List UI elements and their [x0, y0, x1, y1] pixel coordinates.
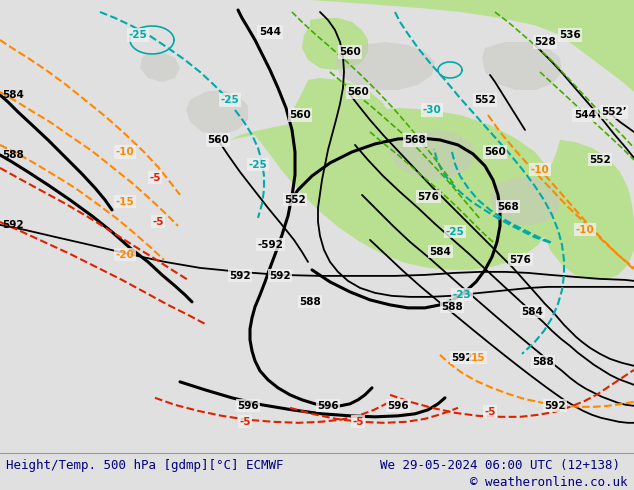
Polygon shape	[186, 90, 248, 135]
Text: -5: -5	[353, 417, 364, 427]
Polygon shape	[335, 42, 435, 90]
Polygon shape	[490, 178, 560, 226]
Text: -25: -25	[446, 227, 464, 237]
Text: 568: 568	[404, 135, 426, 145]
Text: -5: -5	[484, 407, 496, 417]
Text: -5: -5	[149, 173, 161, 183]
Text: 568: 568	[497, 202, 519, 212]
Text: 560: 560	[484, 147, 506, 157]
Text: 592: 592	[451, 353, 473, 363]
Text: 592: 592	[544, 401, 566, 411]
Text: -5: -5	[152, 217, 164, 227]
Text: 544: 544	[574, 110, 596, 120]
Text: 588: 588	[299, 297, 321, 307]
Text: -25: -25	[221, 95, 240, 105]
Text: Height/Temp. 500 hPa [gdmp][°C] ECMWF: Height/Temp. 500 hPa [gdmp][°C] ECMWF	[6, 459, 284, 471]
Text: We 29-05-2024 06:00 UTC (12+138): We 29-05-2024 06:00 UTC (12+138)	[380, 459, 621, 471]
Text: 592: 592	[229, 271, 251, 281]
Text: 552: 552	[589, 155, 611, 165]
Text: 584: 584	[2, 90, 24, 100]
Text: 592: 592	[269, 271, 291, 281]
Text: -10: -10	[576, 225, 595, 235]
Polygon shape	[292, 78, 392, 160]
Text: -25: -25	[249, 160, 268, 170]
Text: 528: 528	[534, 37, 556, 47]
Text: 544: 544	[259, 27, 281, 37]
Text: 536: 536	[559, 30, 581, 40]
Polygon shape	[482, 42, 562, 90]
Text: 560: 560	[289, 110, 311, 120]
Text: 576: 576	[417, 192, 439, 202]
Text: © weatheronline.co.uk: © weatheronline.co.uk	[470, 476, 628, 490]
Text: -10: -10	[531, 165, 550, 175]
Text: 560: 560	[207, 135, 229, 145]
Text: 584: 584	[521, 307, 543, 317]
Text: 576: 576	[509, 255, 531, 265]
Text: 588: 588	[2, 150, 23, 160]
Text: 596: 596	[317, 401, 339, 411]
Text: 596: 596	[237, 401, 259, 411]
Text: 560: 560	[339, 47, 361, 57]
Text: -23: -23	[453, 290, 471, 300]
Text: 584: 584	[429, 247, 451, 257]
Text: 552: 552	[474, 95, 496, 105]
Text: -592: -592	[257, 240, 283, 250]
Text: 596: 596	[387, 401, 409, 411]
Polygon shape	[540, 140, 634, 280]
Text: 552: 552	[284, 195, 306, 205]
Text: -20: -20	[115, 250, 134, 260]
Polygon shape	[302, 18, 368, 70]
Polygon shape	[310, 0, 634, 92]
Text: -25: -25	[129, 30, 147, 40]
Text: -10: -10	[115, 147, 134, 157]
Text: 560: 560	[347, 87, 369, 97]
Text: -30: -30	[423, 105, 441, 115]
Polygon shape	[388, 130, 475, 180]
Text: 15: 15	[471, 353, 485, 363]
Polygon shape	[230, 108, 558, 270]
Polygon shape	[140, 52, 180, 82]
Text: 552’: 552’	[601, 107, 627, 117]
Text: 592: 592	[2, 220, 23, 230]
Text: 588: 588	[532, 357, 554, 367]
Text: -5: -5	[239, 417, 251, 427]
Text: -15: -15	[115, 197, 134, 207]
Text: 588: 588	[441, 302, 463, 312]
